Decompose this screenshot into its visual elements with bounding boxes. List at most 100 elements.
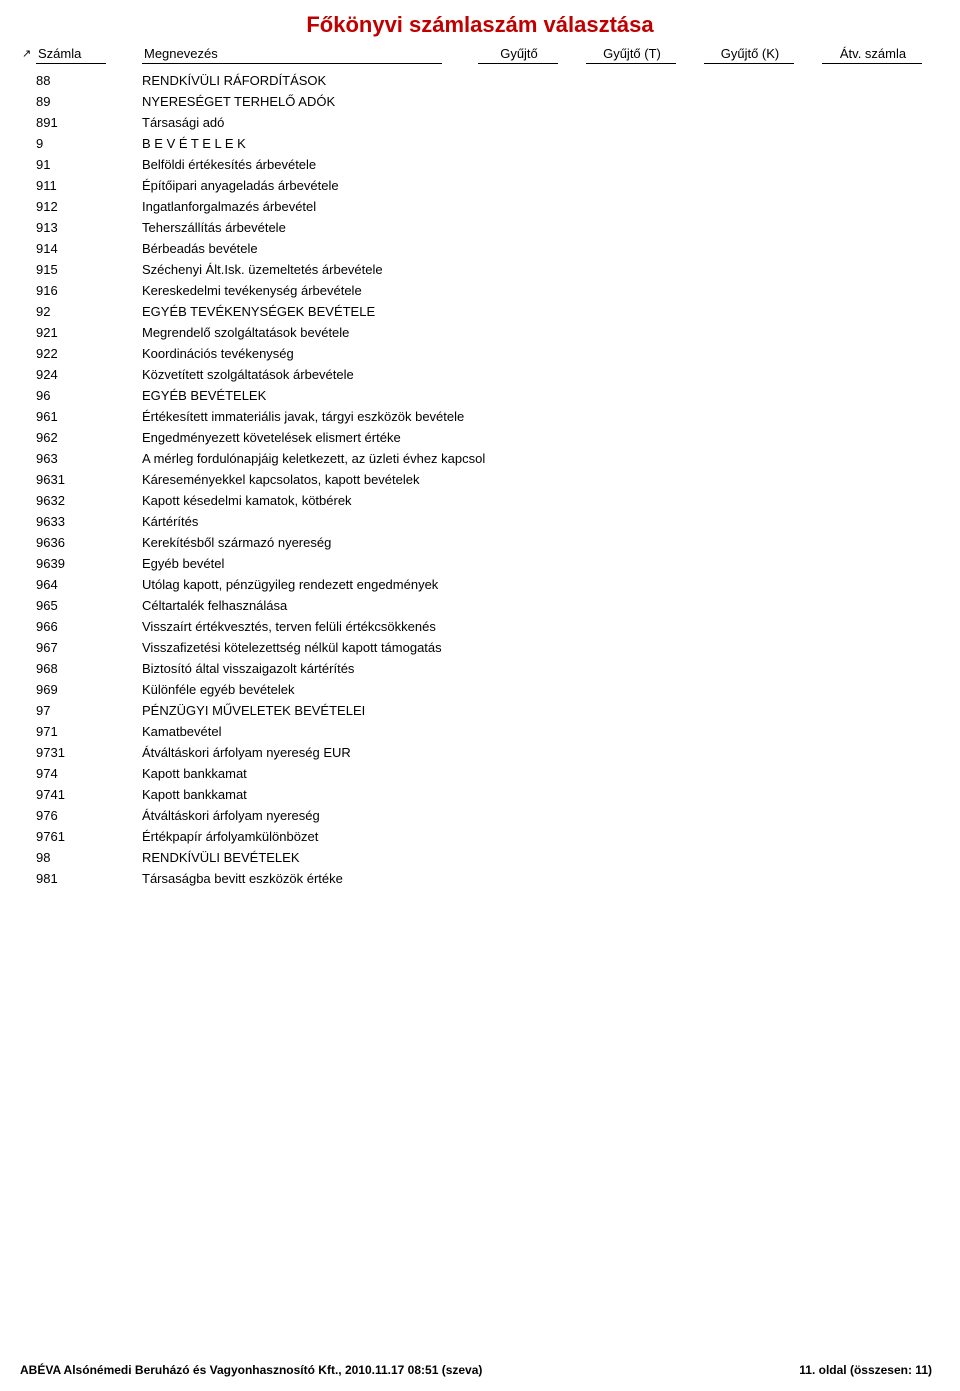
cell-name: Átváltáskori árfolyam nyereség <box>142 805 932 826</box>
table-row[interactable]: 9631Káreseményekkel kapcsolatos, kapott … <box>36 469 932 490</box>
cell-code: 967 <box>36 637 142 658</box>
column-header-gyujto[interactable]: Gyűjtő <box>478 46 558 64</box>
cell-name: Kerekítésből származó nyereség <box>142 532 932 553</box>
table-row[interactable]: 976Átváltáskori árfolyam nyereség <box>36 805 932 826</box>
cell-code: 97 <box>36 700 142 721</box>
table-row[interactable]: 963A mérleg fordulónapjáig keletkezett, … <box>36 448 932 469</box>
page-footer: ABÉVA Alsónémedi Beruházó és Vagyonhaszn… <box>0 1363 960 1377</box>
cell-code: 921 <box>36 322 142 343</box>
cell-code: 9 <box>36 133 142 154</box>
cell-name: NYERESÉGET TERHELŐ ADÓK <box>142 91 932 112</box>
cell-name: Kamatbevétel <box>142 721 932 742</box>
cell-code: 9731 <box>36 742 142 763</box>
table-row[interactable]: 912Ingatlanforgalmazés árbevétel <box>36 196 932 217</box>
cell-code: 891 <box>36 112 142 133</box>
cell-name: Ingatlanforgalmazés árbevétel <box>142 196 932 217</box>
cell-code: 96 <box>36 385 142 406</box>
table-row[interactable]: 968Biztosító által visszaigazolt kártérí… <box>36 658 932 679</box>
cell-name: Engedményezett követelések elismert érté… <box>142 427 932 448</box>
column-header-gyujto-k[interactable]: Gyűjtő (K) <box>704 46 794 64</box>
table-row[interactable]: 9B E V É T E L E K <box>36 133 932 154</box>
table-row[interactable]: 92EGYÉB TEVÉKENYSÉGEK BEVÉTELE <box>36 301 932 322</box>
column-header-atv-szamla[interactable]: Átv. számla <box>822 46 922 64</box>
table-row[interactable]: 98RENDKÍVÜLI BEVÉTELEK <box>36 847 932 868</box>
cell-code: 963 <box>36 448 142 469</box>
cell-code: 9636 <box>36 532 142 553</box>
table-row[interactable]: 913Teherszállítás árbevétele <box>36 217 932 238</box>
cell-code: 9761 <box>36 826 142 847</box>
table-row[interactable]: 971Kamatbevétel <box>36 721 932 742</box>
cell-code: 968 <box>36 658 142 679</box>
table-row[interactable]: 921Megrendelő szolgáltatások bevétele <box>36 322 932 343</box>
table-row[interactable]: 911Építőipari anyageladás árbevétele <box>36 175 932 196</box>
cell-code: 961 <box>36 406 142 427</box>
cell-code: 924 <box>36 364 142 385</box>
cell-name: Különféle egyéb bevételek <box>142 679 932 700</box>
cell-code: 965 <box>36 595 142 616</box>
cell-name: Kapott bankkamat <box>142 784 932 805</box>
table-row[interactable]: 9636Kerekítésből származó nyereség <box>36 532 932 553</box>
cell-name: EGYÉB TEVÉKENYSÉGEK BEVÉTELE <box>142 301 932 322</box>
page-title: Főkönyvi számlaszám választása <box>0 0 960 44</box>
cell-name: Értékpapír árfolyamkülönbözet <box>142 826 932 847</box>
cell-name: Társaságba bevitt eszközök értéke <box>142 868 932 889</box>
table-row[interactable]: 91Belföldi értékesítés árbevétele <box>36 154 932 175</box>
footer-left: ABÉVA Alsónémedi Beruházó és Vagyonhaszn… <box>20 1363 482 1377</box>
cell-name: Kapott késedelmi kamatok, kötbérek <box>142 490 932 511</box>
table-row[interactable]: 922Koordinációs tevékenység <box>36 343 932 364</box>
cell-name: PÉNZÜGYI MŰVELETEK BEVÉTELEI <box>142 700 932 721</box>
cell-name: Biztosító által visszaigazolt kártérítés <box>142 658 932 679</box>
table-row[interactable]: 9639Egyéb bevétel <box>36 553 932 574</box>
table-row[interactable]: 969Különféle egyéb bevételek <box>36 679 932 700</box>
table-row[interactable]: 961Értékesített immateriális javak, tárg… <box>36 406 932 427</box>
cell-code: 9633 <box>36 511 142 532</box>
table-row[interactable]: 9741Kapott bankkamat <box>36 784 932 805</box>
cell-name: Széchenyi Ált.Isk. üzemeltetés árbevétel… <box>142 259 932 280</box>
table-row[interactable]: 914Bérbeadás bevétele <box>36 238 932 259</box>
table-row[interactable]: 9761Értékpapír árfolyamkülönbözet <box>36 826 932 847</box>
table-row[interactable]: 96EGYÉB BEVÉTELEK <box>36 385 932 406</box>
table-row[interactable]: 962Engedményezett követelések elismert é… <box>36 427 932 448</box>
column-header-szamla[interactable]: Számla <box>36 46 106 64</box>
table-row[interactable]: 9731Átváltáskori árfolyam nyereség EUR <box>36 742 932 763</box>
cell-name: Bérbeadás bevétele <box>142 238 932 259</box>
cell-name: Kártérítés <box>142 511 932 532</box>
cell-code: 971 <box>36 721 142 742</box>
cell-code: 9741 <box>36 784 142 805</box>
table-row[interactable]: 981Társaságba bevitt eszközök értéke <box>36 868 932 889</box>
table-row[interactable]: 9632Kapott késedelmi kamatok, kötbérek <box>36 490 932 511</box>
cell-code: 9639 <box>36 553 142 574</box>
cell-code: 912 <box>36 196 142 217</box>
cell-name: Társasági adó <box>142 112 932 133</box>
cell-name: Céltartalék felhasználása <box>142 595 932 616</box>
cell-code: 913 <box>36 217 142 238</box>
table-row[interactable]: 89NYERESÉGET TERHELŐ ADÓK <box>36 91 932 112</box>
table-row[interactable]: 915Széchenyi Ált.Isk. üzemeltetés árbevé… <box>36 259 932 280</box>
table-row[interactable]: 97PÉNZÜGYI MŰVELETEK BEVÉTELEI <box>36 700 932 721</box>
footer-right: 11. oldal (összesen: 11) <box>799 1363 932 1377</box>
table-row[interactable]: 967Visszafizetési kötelezettség nélkül k… <box>36 637 932 658</box>
table-body: 88RENDKÍVÜLI RÁFORDÍTÁSOK89NYERESÉGET TE… <box>0 68 960 889</box>
table-row[interactable]: 974Kapott bankkamat <box>36 763 932 784</box>
cell-name: Kapott bankkamat <box>142 763 932 784</box>
cell-code: 9631 <box>36 469 142 490</box>
table-row[interactable]: 964Utólag kapott, pénzügyileg rendezett … <box>36 574 932 595</box>
cell-name: RENDKÍVÜLI BEVÉTELEK <box>142 847 932 868</box>
column-header-gyujto-t[interactable]: Gyűjtő (T) <box>586 46 676 64</box>
cell-code: 914 <box>36 238 142 259</box>
table-row[interactable]: 9633Kártérítés <box>36 511 932 532</box>
cell-name: A mérleg fordulónapjáig keletkezett, az … <box>142 448 932 469</box>
cell-name: Káreseményekkel kapcsolatos, kapott bevé… <box>142 469 932 490</box>
cell-code: 911 <box>36 175 142 196</box>
cell-code: 964 <box>36 574 142 595</box>
table-row[interactable]: 88RENDKÍVÜLI RÁFORDÍTÁSOK <box>36 70 932 91</box>
table-row[interactable]: 965Céltartalék felhasználása <box>36 595 932 616</box>
cell-name: Belföldi értékesítés árbevétele <box>142 154 932 175</box>
table-row[interactable]: 891Társasági adó <box>36 112 932 133</box>
cell-code: 98 <box>36 847 142 868</box>
table-row[interactable]: 924Közvetített szolgáltatások árbevétele <box>36 364 932 385</box>
column-header-megnevezes[interactable]: Megnevezés <box>142 46 442 64</box>
table-row[interactable]: 916Kereskedelmi tevékenység árbevétele <box>36 280 932 301</box>
table-row[interactable]: 966Visszaírt értékvesztés, terven felüli… <box>36 616 932 637</box>
cell-code: 89 <box>36 91 142 112</box>
